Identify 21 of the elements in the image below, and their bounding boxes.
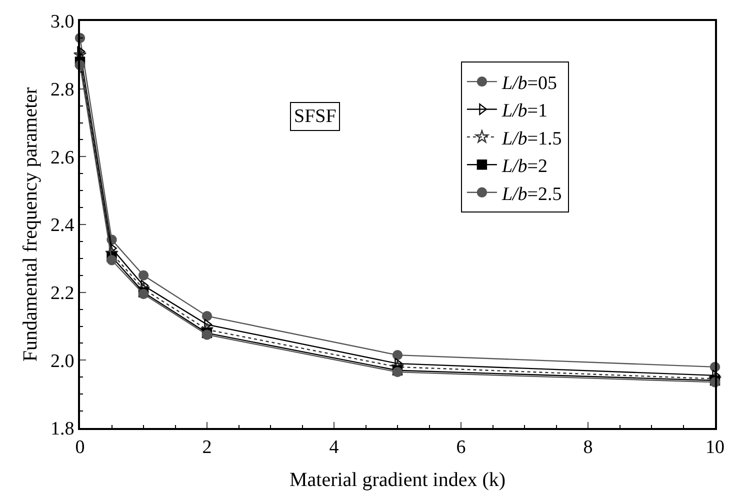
y-tick-label: 3.0 [50, 12, 74, 33]
y-tick-label: 2.2 [50, 282, 74, 304]
x-tick-label: 6 [456, 436, 466, 458]
y-tick-label: 2.8 [50, 79, 74, 100]
annotation: SFSF [294, 106, 336, 127]
x-tick-label: 10 [706, 436, 724, 458]
y-axis-title: Fundamental frequency parameter [19, 87, 42, 362]
y-tick-label: 2.0 [50, 350, 74, 372]
x-tick-label: 2 [202, 436, 212, 458]
y-tick-label: 2.4 [50, 215, 75, 236]
legend-label: L/b=1.5 [500, 128, 562, 150]
x-tick-label: 0 [75, 436, 85, 458]
x-tick-label: 4 [329, 436, 340, 458]
legend-label: L/b=1 [500, 100, 548, 122]
legend-label: L/b=2 [500, 156, 548, 178]
x-tick-label: 8 [583, 436, 593, 458]
x-axis-title: Material gradient index (k) [289, 468, 506, 491]
y-tick-label: 2.6 [50, 147, 74, 168]
legend-label: L/b=2.5 [500, 184, 562, 205]
y-tick-label: 1.8 [50, 418, 74, 440]
legend-label: L/b=05 [500, 72, 558, 94]
